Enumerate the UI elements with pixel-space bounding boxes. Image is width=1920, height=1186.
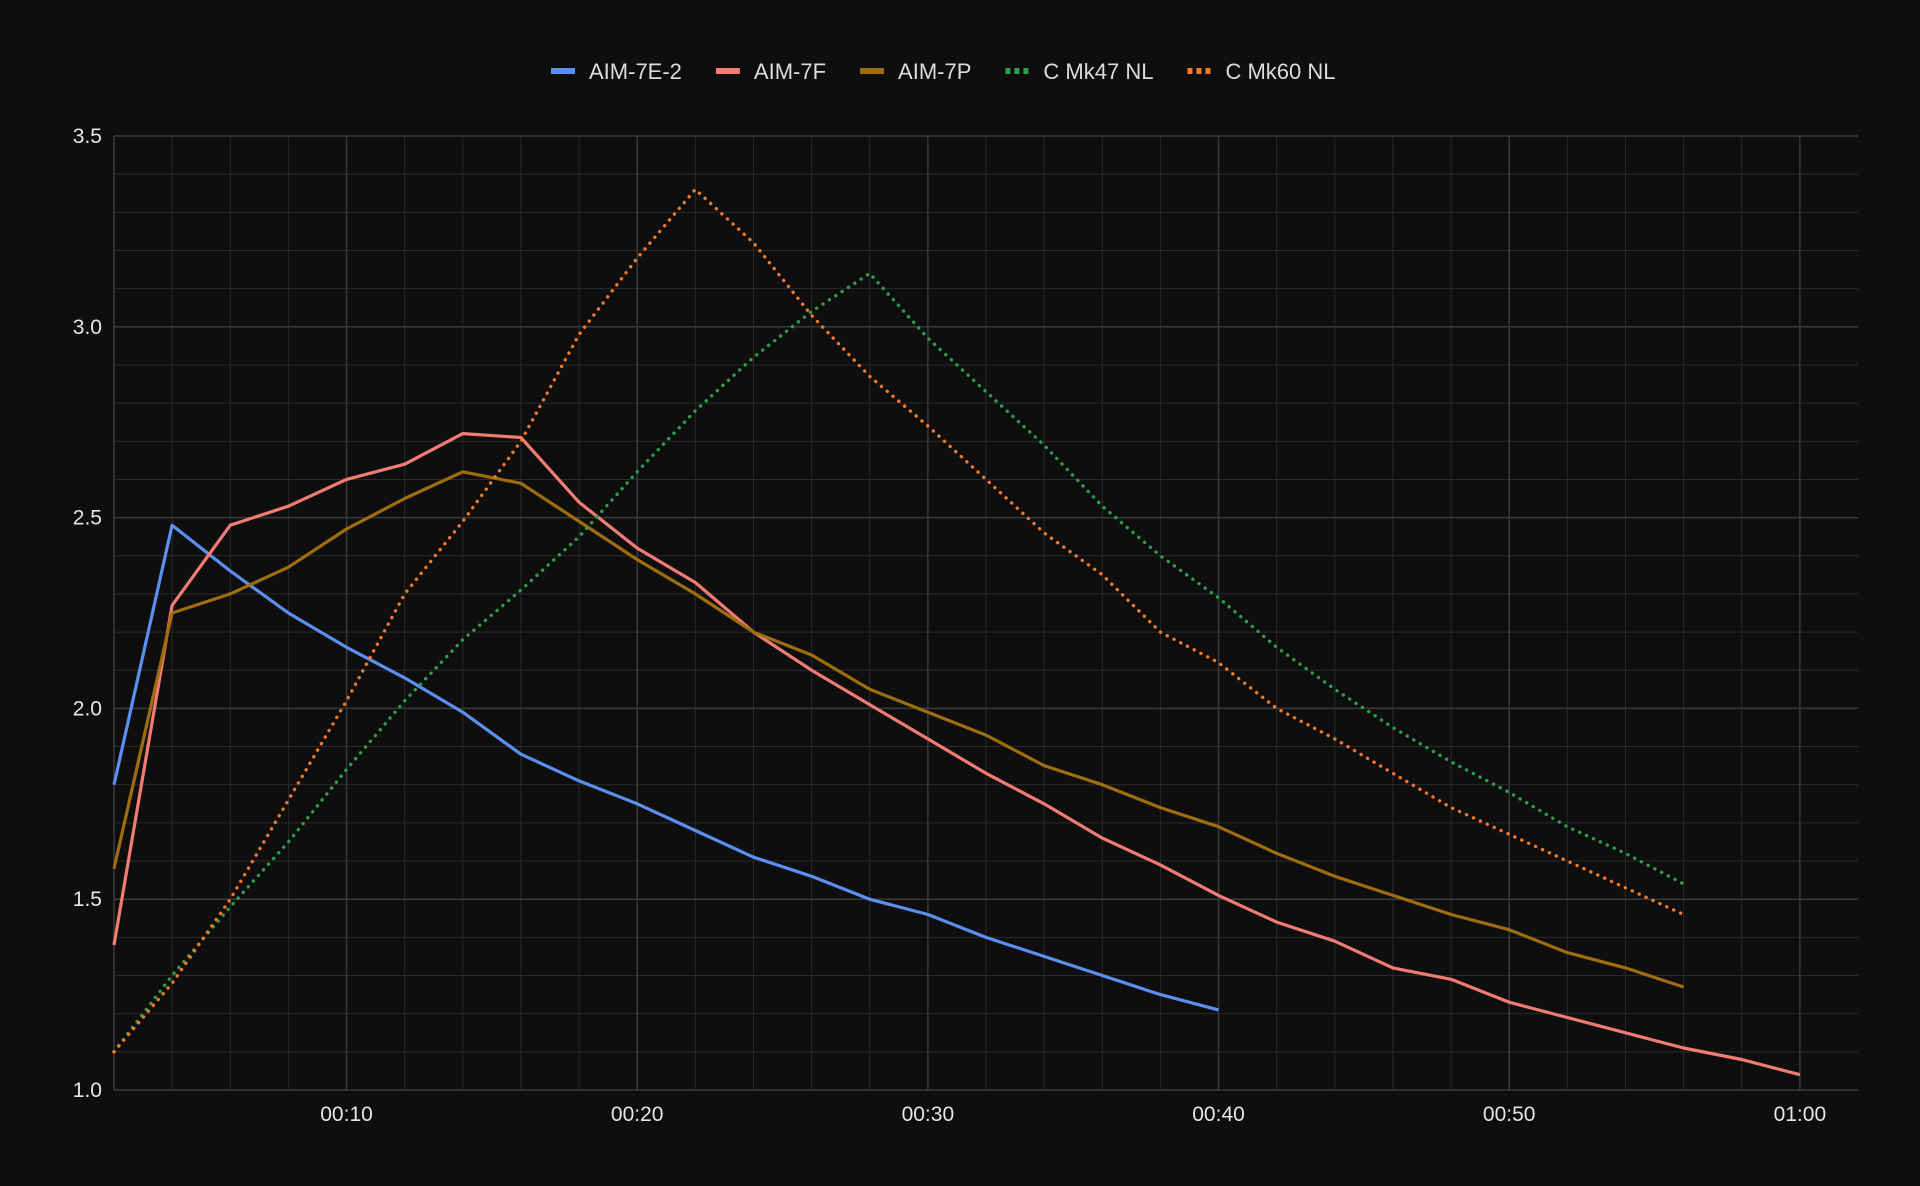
legend-swatch-dot: [1005, 68, 1011, 74]
y-tick-label: 3.5: [73, 125, 102, 148]
legend-swatch-dot: [1023, 68, 1029, 74]
legend: AIM-7E-2 AIM-7F AIM-7P C Mk47 NL C Mk60 NL: [551, 59, 1336, 84]
legend-item: AIM-7E-2: [551, 59, 682, 84]
legend-swatch-dot: [1014, 68, 1020, 74]
x-tick-label: 00:10: [320, 1103, 373, 1126]
legend-item: C Mk60 NL: [1187, 59, 1336, 84]
x-tick-label: 00:30: [902, 1103, 955, 1126]
legend-swatch-dot: [1196, 68, 1202, 74]
legend-swatch: [715, 68, 740, 74]
legend-item: AIM-7F: [715, 59, 826, 84]
series-line-c-mk60-nl: [112, 187, 1686, 1054]
series-line-c-mk47-nl: [112, 271, 1686, 1054]
legend-label: AIM-7E-2: [589, 59, 682, 84]
legend-item: C Mk47 NL: [1005, 59, 1153, 84]
minor-gridlines: [114, 136, 1858, 1090]
legend-item: AIM-7P: [860, 59, 971, 84]
y-tick-label: 2.5: [73, 507, 102, 530]
legend-swatch-dot: [1205, 68, 1211, 74]
x-tick-label: 00:50: [1483, 1103, 1536, 1126]
y-tick-label: 1.0: [73, 1079, 102, 1102]
legend-swatch: [551, 68, 575, 74]
x-tick-label: 01:00: [1774, 1103, 1827, 1126]
legend-label: AIM-7F: [754, 59, 826, 84]
series-layer: [112, 187, 1801, 1077]
x-tick-label: 00:40: [1192, 1103, 1245, 1126]
x-axis-ticks: 00:10 00:20 00:30 00:40 00:50 01:00: [320, 1103, 1826, 1126]
major-gridlines: [113, 135, 1858, 1091]
legend-swatch-dot: [1187, 68, 1193, 74]
legend-label: C Mk47 NL: [1043, 59, 1153, 84]
y-tick-label: 2.0: [73, 697, 102, 720]
series-line-aim-7f: [112, 432, 1801, 1077]
legend-swatch: [860, 68, 885, 74]
series-line-aim-7p: [112, 470, 1685, 989]
y-tick-label: 3.0: [73, 316, 102, 339]
series-line-aim-7e-2: [112, 523, 1219, 1012]
legend-label: C Mk60 NL: [1225, 59, 1335, 84]
y-tick-label: 1.5: [73, 888, 102, 911]
x-tick-label: 00:20: [611, 1103, 664, 1126]
legend-label: AIM-7P: [898, 59, 971, 84]
y-axis-ticks: 1.0 1.5 2.0 2.5 3.0 3.5: [73, 125, 102, 1102]
